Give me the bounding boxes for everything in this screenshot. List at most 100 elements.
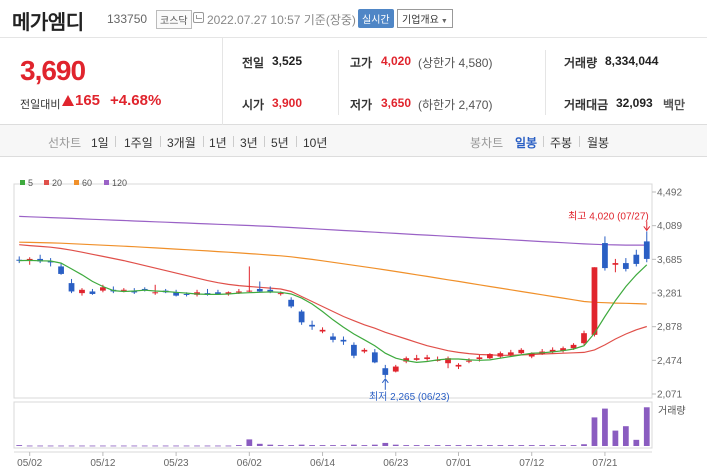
candlestick-chart[interactable]: 5 20 60 120 4,492 4,089 3,685 3,281 2,878 2,474 2,… (0, 170, 707, 469)
candle-body (152, 292, 159, 294)
separator (264, 136, 265, 147)
candle-body (507, 352, 514, 355)
volume-bar (89, 445, 96, 447)
candle-body (612, 263, 619, 265)
upper-limit: (상한가 4,580) (418, 56, 493, 70)
candle-body (570, 344, 577, 349)
period-10y-button[interactable]: 10년 (303, 136, 328, 150)
candle-body (361, 349, 368, 352)
candle-body (392, 366, 399, 372)
candle-weekly-button[interactable]: 주봉 (550, 136, 573, 150)
company-info-label: 기업개요 (402, 15, 439, 26)
x-tick-label: 07/12 (519, 458, 544, 469)
candle-daily-button[interactable]: 일봉 (515, 136, 538, 150)
separator (203, 136, 204, 147)
low-value: 3,650 (381, 96, 412, 110)
period-1y-button[interactable]: 1년 (209, 136, 227, 150)
volume-bar (591, 417, 598, 446)
candle-body (141, 288, 148, 290)
volume-plot-frame (13, 401, 653, 449)
volume-bar (351, 444, 357, 446)
volume-bar (570, 445, 577, 446)
prev-close-label: 전일 (242, 56, 265, 70)
realtime-button[interactable]: 실시간 (358, 9, 394, 28)
volume-bar (131, 445, 138, 447)
divider (545, 50, 546, 115)
candle-body (298, 311, 305, 323)
y-tick-label: 3,685 (657, 255, 682, 266)
volume-bar (215, 445, 221, 447)
volume-bar (235, 445, 242, 446)
open-value: 3,900 (272, 96, 303, 110)
volume-bar (225, 445, 232, 447)
legend-swatch (20, 180, 25, 185)
candle-body (68, 283, 75, 292)
change-label: 전일대비 (20, 99, 61, 111)
y-tick-label: 2,071 (657, 390, 682, 401)
separator (543, 136, 544, 147)
volume-bar (162, 445, 169, 447)
candle-body (351, 344, 357, 356)
x-tick-label: 07/01 (446, 458, 471, 469)
volume-bar (612, 430, 619, 446)
candle-body (120, 289, 127, 291)
timestamp: 2022.07.27 10:57 기준(장중) (207, 13, 356, 27)
x-tick-label: 07/21 (592, 458, 617, 469)
candle-monthly-button[interactable]: 월봉 (587, 136, 610, 150)
period-3m-button[interactable]: 3개월 (167, 136, 196, 150)
legend-label: 60 (82, 178, 92, 188)
y-tick-label: 2,878 (657, 322, 682, 333)
open-label: 시가 (242, 98, 265, 112)
volume-bar (183, 445, 190, 447)
candle-body (518, 349, 525, 354)
period-5y-button[interactable]: 5년 (271, 136, 289, 150)
candle-body (413, 358, 420, 360)
volume-bar (455, 445, 462, 446)
change-value: 165 (75, 92, 101, 109)
candle-chart-label: 봉차트 (470, 136, 504, 150)
volume-bar (37, 445, 44, 447)
high-annotation: 최고 4,020 (07/27) (568, 210, 649, 222)
volume-bar (141, 445, 148, 447)
volume-bar (173, 445, 179, 447)
market-badge: 코스닥 (156, 10, 192, 29)
caret-down-icon: ▼ (440, 18, 448, 25)
volume-bar (309, 445, 315, 446)
period-toolbar: 선차트 1일 1주일 3개월 1년 3년 5년 10년 봉차트 일봉 주봉 월봉 (0, 125, 707, 157)
volume-bar (424, 445, 431, 446)
stock-chart[interactable]: 5 20 60 120 4,492 4,089 3,685 3,281 2,878 2,474 2,… (0, 170, 707, 469)
volume-bar (434, 445, 441, 446)
clock-icon (193, 12, 204, 23)
volume-bar (319, 445, 326, 446)
x-tick-label: 06/02 (237, 458, 262, 469)
candle-body (267, 289, 274, 292)
candle-body (528, 353, 535, 357)
high-value: 4,020 (381, 54, 412, 68)
candle-body (26, 258, 33, 261)
up-arrow-icon (62, 95, 74, 106)
volume-bar (361, 445, 368, 446)
period-1w-button[interactable]: 1주일 (124, 136, 153, 150)
ma120-line (19, 215, 647, 246)
volume-bar (392, 444, 399, 446)
volume-bar (16, 445, 23, 446)
period-3y-button[interactable]: 3년 (240, 136, 258, 150)
volume-bar (256, 443, 263, 446)
company-info-dropdown[interactable]: 기업개요 ▼ (397, 9, 453, 28)
volume-bar (633, 439, 640, 446)
candle-body (602, 243, 608, 269)
separator (160, 136, 161, 147)
candle-body (476, 357, 483, 360)
volume-bar (288, 445, 295, 446)
volume-bar (643, 407, 650, 446)
volume-bar (581, 444, 587, 446)
period-1d-button[interactable]: 1일 (91, 136, 109, 150)
ma5-line (19, 259, 648, 364)
volume-bar (445, 445, 451, 446)
trade-amount-value: 32,093 (616, 96, 653, 110)
candle-body (622, 263, 629, 269)
x-tick-label: 06/14 (310, 458, 335, 469)
volume-bar (330, 445, 336, 446)
candle-body (319, 329, 326, 332)
trade-amount-unit: 백만 (663, 98, 686, 112)
